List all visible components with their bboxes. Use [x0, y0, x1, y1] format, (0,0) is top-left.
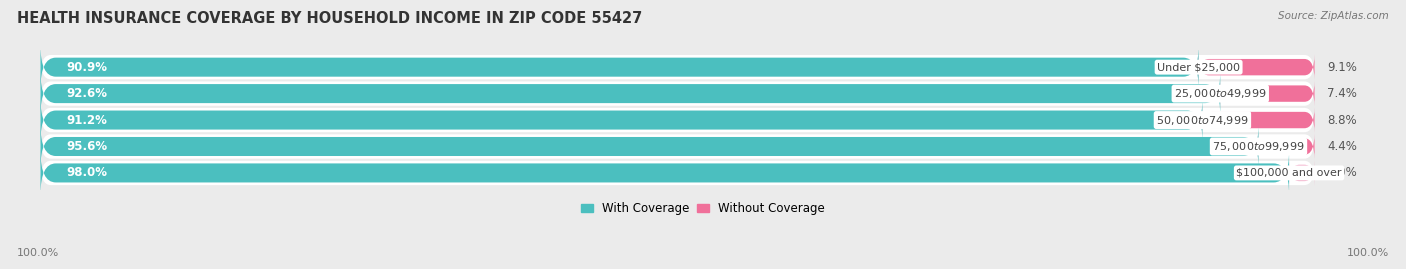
- Text: $25,000 to $49,999: $25,000 to $49,999: [1174, 87, 1267, 100]
- Text: HEALTH INSURANCE COVERAGE BY HOUSEHOLD INCOME IN ZIP CODE 55427: HEALTH INSURANCE COVERAGE BY HOUSEHOLD I…: [17, 11, 643, 26]
- Text: 98.0%: 98.0%: [66, 167, 107, 179]
- FancyBboxPatch shape: [41, 55, 1315, 79]
- FancyBboxPatch shape: [41, 161, 1315, 185]
- Legend: With Coverage, Without Coverage: With Coverage, Without Coverage: [581, 202, 825, 215]
- Text: 2.0%: 2.0%: [1327, 167, 1357, 179]
- Text: 8.8%: 8.8%: [1327, 114, 1357, 126]
- Text: $75,000 to $99,999: $75,000 to $99,999: [1212, 140, 1305, 153]
- FancyBboxPatch shape: [41, 151, 1289, 195]
- Text: $50,000 to $74,999: $50,000 to $74,999: [1156, 114, 1249, 126]
- Text: 9.1%: 9.1%: [1327, 61, 1357, 74]
- Text: 95.6%: 95.6%: [66, 140, 107, 153]
- Text: Source: ZipAtlas.com: Source: ZipAtlas.com: [1278, 11, 1389, 21]
- FancyBboxPatch shape: [41, 98, 1202, 142]
- Text: 4.4%: 4.4%: [1327, 140, 1357, 153]
- FancyBboxPatch shape: [41, 45, 1198, 89]
- Text: 100.0%: 100.0%: [1347, 248, 1389, 258]
- FancyBboxPatch shape: [1220, 81, 1315, 107]
- FancyBboxPatch shape: [41, 134, 1315, 159]
- FancyBboxPatch shape: [41, 71, 1220, 116]
- Text: $100,000 and over: $100,000 and over: [1236, 168, 1341, 178]
- FancyBboxPatch shape: [1202, 107, 1315, 133]
- Text: 92.6%: 92.6%: [66, 87, 107, 100]
- Text: 91.2%: 91.2%: [66, 114, 107, 126]
- FancyBboxPatch shape: [41, 82, 1315, 106]
- Text: Under $25,000: Under $25,000: [1157, 62, 1240, 72]
- Text: 7.4%: 7.4%: [1327, 87, 1357, 100]
- Text: 90.9%: 90.9%: [66, 61, 107, 74]
- FancyBboxPatch shape: [1258, 133, 1315, 160]
- FancyBboxPatch shape: [41, 108, 1315, 132]
- FancyBboxPatch shape: [1289, 160, 1315, 186]
- Text: 100.0%: 100.0%: [17, 248, 59, 258]
- FancyBboxPatch shape: [41, 124, 1258, 169]
- FancyBboxPatch shape: [1198, 54, 1315, 80]
